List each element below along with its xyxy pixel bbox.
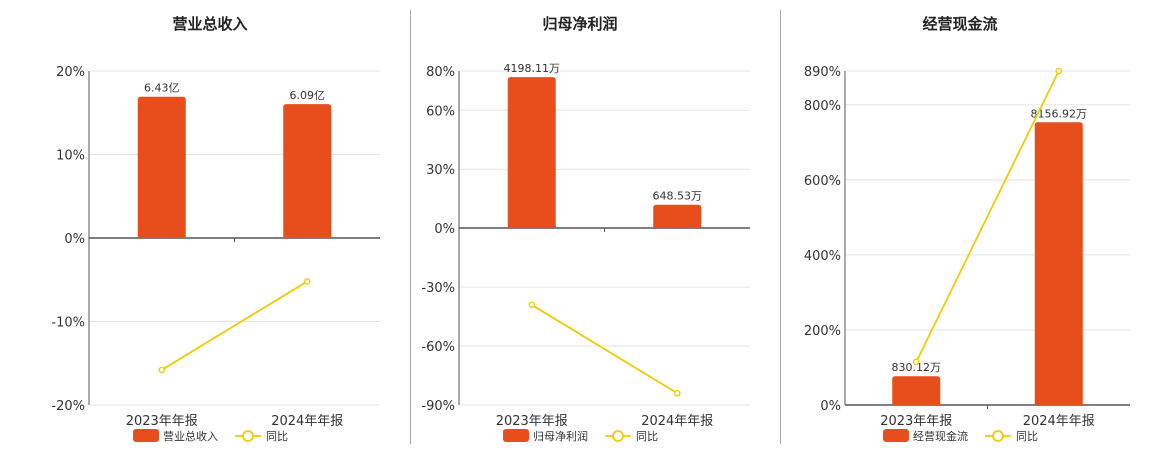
legend-line-label: 同比: [266, 430, 288, 443]
chart-title: 经营现金流: [922, 15, 997, 33]
legend-bar-swatch: [133, 429, 159, 442]
y-tick-label: 60%: [426, 104, 455, 119]
y-tick-label: 400%: [804, 249, 841, 264]
bar: [137, 96, 186, 238]
bar: [1034, 122, 1083, 406]
legend-bar-label: 营业总收入: [163, 429, 218, 443]
y-tick-label: -30%: [421, 281, 455, 296]
bar: [892, 376, 941, 405]
yoy-point: [528, 301, 536, 309]
y-tick-label: 10%: [56, 149, 85, 164]
x-category-label: 2023年年报: [496, 414, 568, 429]
y-tick-label: -90%: [421, 399, 455, 414]
y-tick-label: 600%: [804, 174, 841, 189]
yoy-line: [915, 70, 1060, 363]
legend-line-marker: [992, 430, 1004, 442]
chart-title: 归母净利润: [542, 15, 617, 33]
y-tick-label: 200%: [804, 324, 841, 339]
bar-data-label: 4198.11万: [504, 62, 561, 75]
y-tick-label: -20%: [51, 399, 85, 414]
legend-bar-label: 经营现金流: [913, 429, 968, 443]
y-tick-label: -10%: [51, 316, 85, 331]
y-tick-label: 0%: [434, 222, 455, 237]
y-tick-label: 20%: [56, 65, 85, 80]
bar: [283, 104, 332, 238]
x-category-label: 2023年年报: [126, 414, 198, 429]
y-tick-label: 890%: [804, 65, 841, 80]
chart-title: 营业总收入: [172, 15, 247, 33]
bar-data-label: 648.53万: [653, 190, 703, 203]
x-category-label: 2024年年报: [271, 414, 343, 429]
legend-line-label: 同比: [636, 430, 658, 443]
x-category-label: 2023年年报: [880, 414, 952, 429]
legend-bar-swatch: [503, 429, 529, 442]
y-tick-label: -60%: [421, 340, 455, 355]
yoy-point: [158, 366, 166, 374]
yoy-point: [303, 278, 311, 285]
x-category-label: 2024年年报: [1023, 414, 1095, 429]
legend-bar-label: 归母净利润: [533, 429, 588, 443]
yoy-line: [161, 280, 308, 371]
yoy-line: [531, 304, 678, 394]
yoy-point: [912, 358, 920, 366]
bar-data-label: 6.09亿: [290, 89, 326, 102]
legend-line-label: 同比: [1016, 430, 1038, 443]
legend-line-marker: [242, 430, 254, 442]
y-tick-label: 0%: [64, 232, 85, 247]
yoy-point: [673, 389, 681, 397]
y-tick-label: 0%: [820, 399, 841, 414]
bar-data-label: 6.43亿: [144, 82, 180, 95]
yoy-point: [1055, 67, 1063, 75]
bar: [507, 77, 556, 229]
y-tick-label: 80%: [426, 65, 455, 80]
bar-data-label: 830.12万: [892, 361, 942, 374]
y-tick-label: 30%: [426, 163, 455, 178]
legend-line-marker: [612, 430, 624, 442]
bar-data-label: 8156.92万: [1031, 107, 1088, 120]
x-category-label: 2024年年报: [641, 414, 713, 429]
legend-bar-swatch: [883, 429, 909, 442]
bar: [653, 204, 702, 228]
y-tick-label: 800%: [804, 99, 841, 114]
